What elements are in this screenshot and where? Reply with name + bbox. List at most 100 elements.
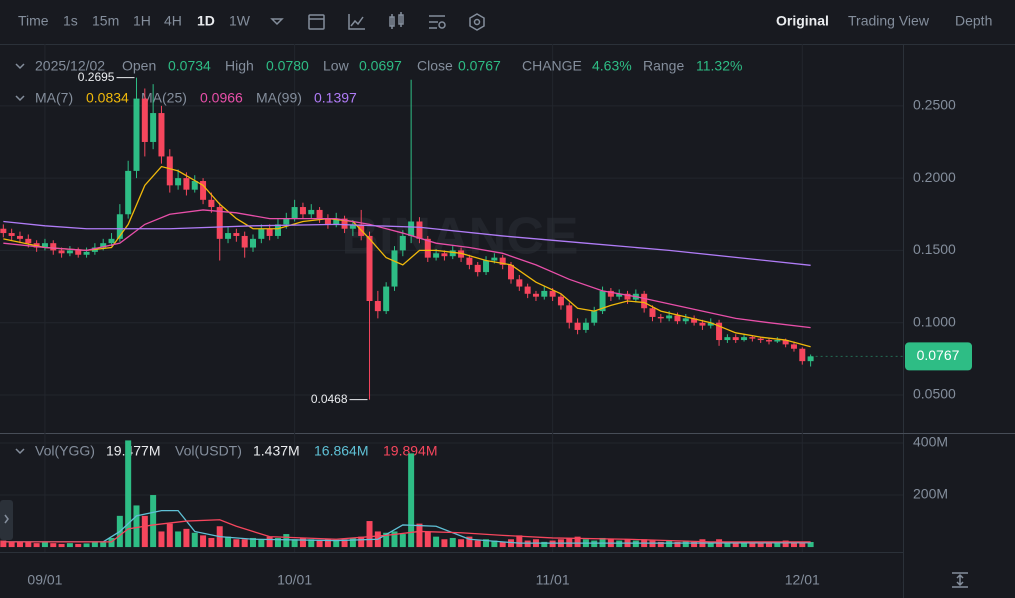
vol-tick-label: 400M <box>913 434 948 450</box>
calendar-icon[interactable] <box>308 14 325 30</box>
interval-tab[interactable]: 4H <box>164 13 182 29</box>
candle-body <box>0 228 7 234</box>
legend-date: 2025/12/02 <box>35 58 105 74</box>
settings-icon[interactable] <box>469 13 485 31</box>
candle-body <box>766 340 773 342</box>
volume-bar <box>790 541 797 548</box>
candle-body <box>83 251 90 255</box>
volume-bar <box>66 543 73 548</box>
indicator-icon[interactable] <box>348 14 365 30</box>
volume-bar <box>324 539 331 548</box>
volume-bar <box>766 542 773 548</box>
candle-body <box>624 293 631 300</box>
candle-body <box>299 207 306 215</box>
volume-bar <box>175 531 182 548</box>
candle-body <box>166 156 173 186</box>
volume-bar <box>158 531 165 548</box>
y-tick-label: 0.2000 <box>913 169 956 185</box>
last-price-tag <box>905 342 972 371</box>
volume-bar <box>50 543 57 548</box>
interval-tab[interactable]: 1W <box>229 13 251 29</box>
candle-body <box>774 340 781 342</box>
ma-legend-name: MA(99) <box>256 90 302 106</box>
interval-tab[interactable]: Time <box>18 13 49 29</box>
candle-body <box>333 218 340 225</box>
vol-tick-label: 200M <box>913 486 948 502</box>
view-tab[interactable]: Depth <box>955 13 992 29</box>
interval-tab[interactable]: 15m <box>92 13 119 29</box>
x-tick-label: 10/01 <box>277 572 312 588</box>
candle-body <box>582 322 589 330</box>
ma-legend-value: 0.1397 <box>314 90 357 106</box>
volume-bar <box>724 541 731 548</box>
dropdown-icon[interactable] <box>270 18 284 26</box>
volume-bar <box>33 543 40 548</box>
volume-bar <box>208 537 215 548</box>
settings-list-icon[interactable] <box>429 15 446 29</box>
candle-body <box>599 290 606 312</box>
volume-bar <box>424 531 431 548</box>
candle-body <box>566 305 573 323</box>
candle-body <box>175 178 182 186</box>
legend-label: CHANGE <box>522 58 582 74</box>
candle-body <box>424 238 431 258</box>
legend-label: Close <box>417 58 453 74</box>
interval-tab[interactable]: 1D <box>197 13 215 29</box>
candle-body <box>449 250 456 257</box>
volume-bar <box>266 536 273 548</box>
candle-body <box>58 250 65 254</box>
candle-body <box>607 290 614 297</box>
interval-tab[interactable]: 1s <box>63 13 78 29</box>
volume-bar <box>524 540 531 548</box>
legend-label: High <box>225 58 254 74</box>
volume-bar <box>433 536 440 548</box>
collapse-icon[interactable] <box>15 63 25 70</box>
candle-body <box>524 286 531 294</box>
candle-type-icon[interactable] <box>389 12 404 29</box>
volume-bar <box>283 534 290 548</box>
candle-body <box>16 235 23 239</box>
legend-label: Low <box>323 58 350 74</box>
view-tab[interactable]: Trading View <box>848 13 930 29</box>
volume-bar <box>666 540 673 548</box>
volume-bar <box>258 539 265 548</box>
volume-bar <box>191 532 198 548</box>
candle-body <box>549 290 556 297</box>
interval-tab[interactable]: 1H <box>133 13 151 29</box>
candle-body <box>408 221 415 236</box>
volume-bar <box>183 528 190 548</box>
candle-body <box>474 264 481 273</box>
volume-bar <box>799 542 806 548</box>
collapse-icon[interactable] <box>15 95 25 102</box>
volume-bar <box>150 495 157 548</box>
ma-line <box>3 165 811 348</box>
volume-bar <box>399 534 406 548</box>
candle-body <box>757 338 764 341</box>
scale-icon[interactable] <box>952 572 968 588</box>
volume-bar <box>807 541 814 548</box>
candle-body <box>283 218 290 225</box>
volume-bar <box>250 537 257 548</box>
ma-legend-value: 0.0834 <box>86 90 129 106</box>
volume-bar <box>25 541 32 548</box>
candle-body <box>41 243 48 248</box>
candle-body <box>341 218 348 229</box>
candle-body <box>366 235 373 302</box>
candle-body <box>416 221 423 239</box>
ma-line <box>3 209 811 329</box>
ma-legend-name: MA(25) <box>141 90 187 106</box>
vol-ma-legend-value: 16.864M <box>314 443 368 459</box>
view-tab[interactable]: Original <box>776 13 829 29</box>
ma-line <box>3 509 811 544</box>
collapse-icon[interactable] <box>15 448 25 455</box>
volume-bar <box>574 536 581 548</box>
candle-body <box>133 98 140 171</box>
candle-body <box>433 253 440 258</box>
candle-body <box>707 322 714 326</box>
candle-body <box>682 318 689 322</box>
candle-body <box>657 316 664 319</box>
candle-body <box>208 199 215 208</box>
candle-body <box>316 209 323 219</box>
candle-body <box>66 250 73 254</box>
